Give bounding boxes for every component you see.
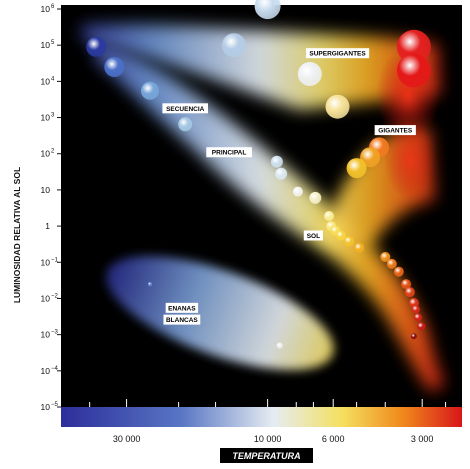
star-point-s2-1	[360, 147, 381, 168]
star-points	[86, 0, 431, 349]
x-tick-label-3: 3 000	[411, 434, 434, 444]
star-point-s0-14	[380, 252, 391, 262]
star-point-s0-23	[410, 333, 417, 340]
white-dwarf-region	[106, 256, 334, 370]
x-tick-label-1: 10 000	[254, 434, 282, 444]
region-label-0: SUPERGIGANTES	[309, 51, 366, 58]
star-point-s2-2	[346, 158, 367, 179]
y-tick-exp-0: 6	[51, 4, 55, 10]
star-point-s0-12	[344, 236, 355, 247]
region-label-box-0	[305, 48, 370, 59]
y-axis-title: LUMINOSIDAD RELATIVA AL SOL	[12, 167, 22, 303]
star-point-s0-3	[178, 117, 193, 132]
star-point-s0-21	[414, 313, 422, 322]
star-point-s0-7	[309, 191, 322, 204]
star-point-s0-15	[386, 258, 397, 269]
star-point-s0-0	[86, 36, 107, 57]
y-tick-exp-4: 2	[51, 149, 55, 155]
y-tick-exp-8: −2	[51, 293, 59, 299]
y-tick-label-3: 10	[41, 113, 51, 123]
region-label-box-2	[162, 103, 209, 114]
star-point-s0-17	[401, 279, 412, 290]
y-tick-exp-3: 3	[51, 113, 55, 119]
region-label-box-6	[163, 314, 201, 325]
x-axis-title-box	[220, 448, 313, 463]
y-tick-exp-1: 5	[51, 40, 55, 46]
y-tick-label-5: 10	[41, 185, 51, 195]
star-point-s0-22	[417, 322, 426, 331]
red-glow-2	[384, 120, 436, 200]
y-tick-label-11: 10	[41, 402, 51, 412]
star-point-s0-20	[411, 305, 420, 314]
star-point-s1-1	[221, 33, 246, 58]
x-tick-label-0: 30 000	[113, 434, 141, 444]
temperature-color-bar	[61, 407, 462, 427]
y-tick-label-1: 10	[41, 40, 51, 50]
y-tick-label-8: 10	[41, 293, 51, 303]
star-point-s1-3	[325, 94, 350, 119]
star-point-s3-1	[276, 342, 283, 349]
region-label-5: ENANAS	[168, 305, 196, 312]
star-point-s1-4	[396, 29, 431, 64]
y-tick-label-0: 10	[41, 4, 51, 14]
x-tick-label-2: 6 000	[322, 434, 345, 444]
star-point-s0-8	[324, 211, 334, 221]
region-label-4: SOL	[307, 233, 320, 240]
region-label-1: GIGANTES	[378, 128, 413, 135]
y-tick-exp-9: −3	[51, 330, 59, 336]
y-tick-label-2: 10	[41, 76, 51, 86]
star-point-s0-6	[292, 186, 303, 197]
region-label-6: BLANCAS	[166, 317, 198, 324]
y-tick-label-4: 10	[41, 149, 51, 159]
region-labels: SUPERGIGANTES GIGANTES SECUENCIA PRINCIPAL S…	[162, 48, 416, 325]
y-tick-label-7: 10	[41, 257, 51, 267]
star-point-s0-18	[404, 287, 415, 298]
star-point-s1-5	[396, 53, 431, 88]
x-axis: 30 000 10 000 6 000 3 000	[89, 399, 447, 444]
region-label-2: SECUENCIA	[166, 106, 205, 113]
star-point-s1-0	[254, 0, 281, 20]
star-point-s1-2	[297, 62, 322, 86]
y-tick-label-10: 10	[41, 366, 51, 376]
y-tick-exp-10: −4	[51, 366, 59, 372]
y-tick-exp-7: −1	[51, 257, 59, 263]
supergiant-band	[82, 24, 440, 110]
y-tick-exp-2: 4	[51, 76, 55, 82]
star-point-s0-5	[275, 167, 288, 180]
region-label-box-5	[165, 302, 199, 313]
region-label-box-1	[374, 125, 416, 136]
y-tick-exp-11: −5	[51, 402, 59, 408]
star-point-s0-2	[141, 81, 159, 100]
star-point-s0-13	[354, 242, 365, 253]
star-point-s0-4	[270, 155, 283, 168]
x-axis-title: TEMPERATURA	[232, 451, 300, 461]
star-point-s0-16	[393, 266, 404, 277]
region-label-box-3	[206, 147, 252, 158]
y-tick-label-9: 10	[41, 330, 51, 340]
star-point-s0-1	[104, 57, 125, 77]
star-point-s0-11	[335, 230, 346, 241]
region-label-box-4	[303, 230, 324, 241]
region-label-3: PRINCIPAL	[212, 150, 247, 157]
star-point-s3-0	[148, 282, 152, 287]
y-tick-label-6: 1	[45, 221, 50, 231]
